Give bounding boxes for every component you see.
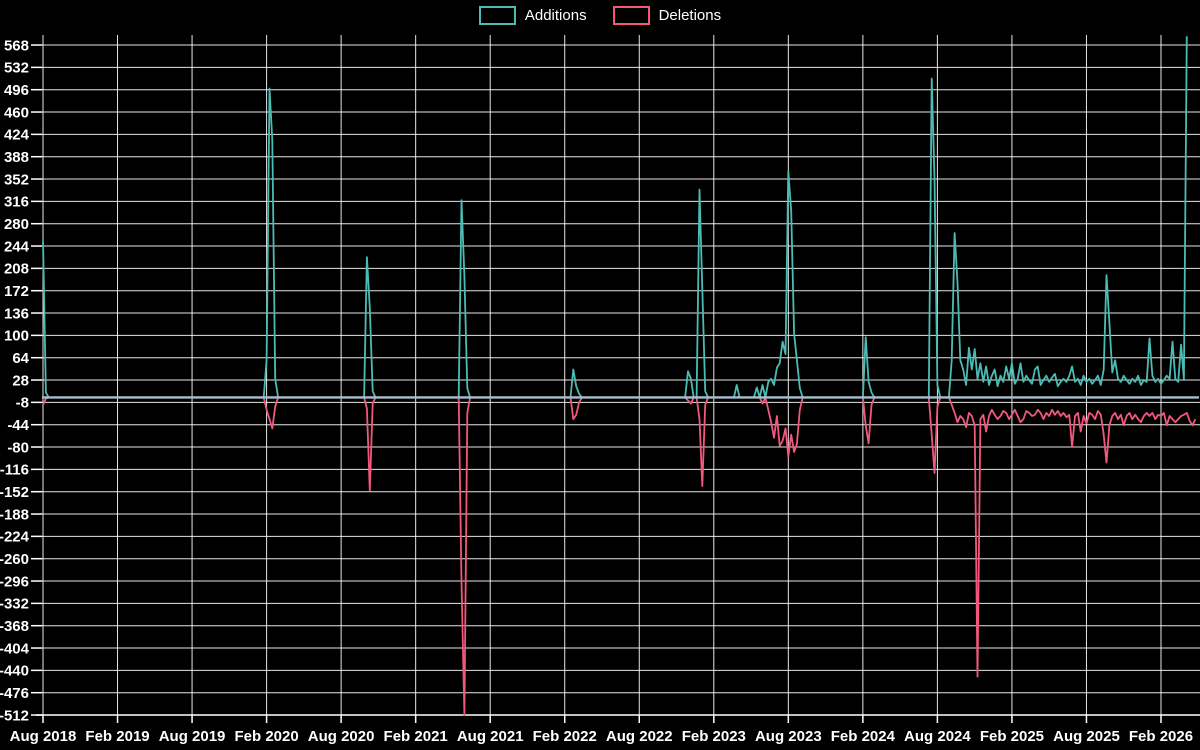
legend-item-deletions[interactable]: Deletions — [612, 6, 722, 25]
y-tick-label: -152 — [0, 484, 29, 501]
legend-label-deletions: Deletions — [658, 7, 722, 24]
y-tick-label: -188 — [0, 506, 29, 523]
y-tick-label: -440 — [0, 663, 29, 680]
y-tick-label: 136 — [4, 305, 29, 322]
y-tick-label: 208 — [4, 261, 29, 278]
y-tick-label: 568 — [4, 37, 29, 54]
legend-item-additions[interactable]: Additions — [478, 6, 587, 25]
legend-label-additions: Additions — [524, 7, 587, 24]
y-tick-label: -512 — [0, 707, 29, 724]
y-tick-label: 496 — [4, 82, 29, 99]
y-tick-label: -8 — [16, 395, 29, 412]
y-tick-label: -332 — [0, 596, 29, 613]
x-tick-label: Aug 2021 — [457, 728, 524, 745]
y-tick-label: 352 — [4, 171, 29, 188]
y-tick-label: 244 — [4, 238, 30, 255]
x-tick-label: Aug 2018 — [10, 728, 77, 745]
x-tick-label: Feb 2025 — [980, 728, 1044, 745]
deletions-swatch-icon — [612, 6, 650, 25]
x-tick-label: Feb 2020 — [234, 728, 298, 745]
x-tick-label: Feb 2026 — [1129, 728, 1193, 745]
y-tick-label: 280 — [4, 216, 29, 233]
x-tick-label: Feb 2022 — [533, 728, 597, 745]
y-tick-label: 28 — [12, 372, 29, 389]
y-tick-label: 532 — [4, 60, 29, 77]
y-tick-label: -44 — [7, 417, 29, 434]
x-tick-label: Feb 2023 — [682, 728, 746, 745]
y-tick-label: -404 — [0, 640, 30, 657]
y-tick-label: -224 — [0, 529, 30, 546]
chart-legend: Additions Deletions — [0, 6, 1200, 25]
y-tick-label: -116 — [0, 462, 29, 479]
y-tick-label: -80 — [7, 439, 29, 456]
y-tick-label: 172 — [4, 283, 29, 300]
x-tick-label: Aug 2024 — [904, 728, 971, 745]
y-tick-label: 460 — [4, 104, 29, 121]
y-tick-label: 388 — [4, 149, 29, 166]
y-tick-label: -296 — [0, 573, 29, 590]
deletions-line — [42, 396, 1197, 716]
x-tick-label: Feb 2019 — [85, 728, 149, 745]
x-tick-label: Aug 2023 — [755, 728, 822, 745]
x-tick-label: Aug 2022 — [606, 728, 673, 745]
x-tick-label: Feb 2024 — [831, 728, 896, 745]
x-tick-label: Aug 2020 — [308, 728, 375, 745]
y-tick-label: -368 — [0, 618, 29, 635]
x-tick-label: Aug 2019 — [159, 728, 226, 745]
additions-line — [42, 36, 1188, 399]
y-tick-label: 424 — [4, 127, 30, 144]
y-tick-label: -476 — [0, 685, 29, 702]
y-tick-label: 100 — [4, 328, 29, 345]
y-tick-label: -260 — [0, 551, 29, 568]
y-tick-label: 316 — [4, 194, 29, 211]
x-tick-label: Aug 2025 — [1053, 728, 1120, 745]
y-tick-label: 64 — [12, 350, 29, 367]
x-tick-label: Feb 2021 — [384, 728, 448, 745]
additions-swatch-icon — [478, 6, 516, 25]
